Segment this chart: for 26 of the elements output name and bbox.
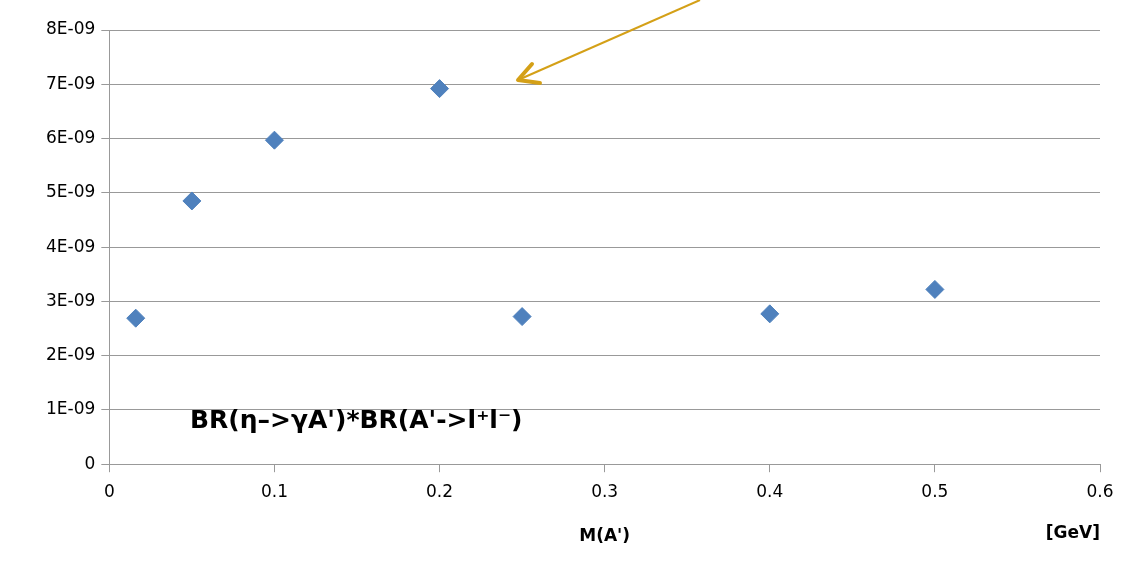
x-tick-label: 0.2 <box>426 480 454 501</box>
y-tick-label: 7E-09 <box>46 72 96 93</box>
point <box>925 279 945 299</box>
y-tick-label: 4E-09 <box>46 235 96 256</box>
x-tick-label: 0 <box>103 480 115 501</box>
point <box>182 191 202 211</box>
point <box>760 304 780 324</box>
point <box>126 308 146 328</box>
x-tick-label: 0.5 <box>921 480 949 501</box>
point <box>430 79 450 99</box>
x-tick-label: 0.4 <box>756 480 784 501</box>
y-tick-label: 2E-09 <box>46 344 96 365</box>
text: [GeV] <box>1045 522 1100 542</box>
x-axis-title: M(A') <box>579 525 631 546</box>
y-tick-label: 5E-09 <box>46 181 96 202</box>
point <box>264 130 284 150</box>
y-tick-label: 0 <box>84 452 96 473</box>
point <box>512 307 532 327</box>
y-tick-label: 1E-09 <box>46 398 96 419</box>
x-tick-label: 0.1 <box>260 480 288 501</box>
x-tick-label: 0.6 <box>1086 480 1114 501</box>
annotation: BR(η–>γA')*BR(A'->l⁺l⁻) <box>190 405 523 434</box>
y-tick-label: 6E-09 <box>46 126 96 147</box>
y-tick-label: 3E-09 <box>46 289 96 310</box>
x-tick-label: 0.3 <box>591 480 619 501</box>
y-tick-label: 8E-09 <box>46 18 96 39</box>
